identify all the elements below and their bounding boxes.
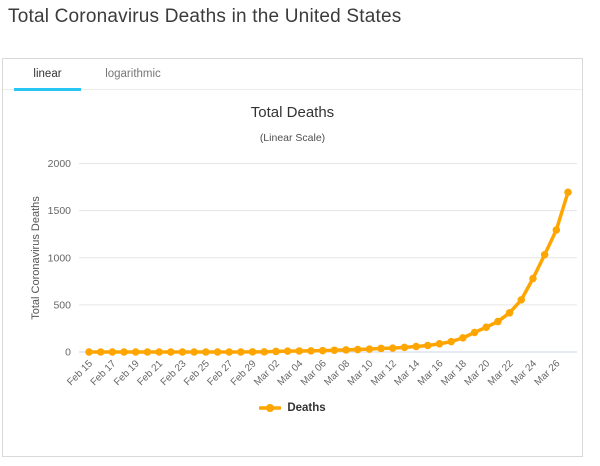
svg-text:1000: 1000 — [48, 252, 72, 264]
legend-series-label: Deaths — [287, 402, 326, 414]
tab-linear[interactable]: linear — [14, 59, 81, 91]
legend-series-marker-icon — [259, 404, 282, 412]
tab-logarithmic[interactable]: logarithmic — [105, 68, 161, 80]
scale-tabbar: linear logarithmic — [3, 59, 582, 91]
legend[interactable]: Deaths — [2, 402, 583, 414]
page-title: Total Coronavirus Deaths in the United S… — [8, 6, 402, 27]
svg-text:1500: 1500 — [48, 205, 72, 217]
svg-text:500: 500 — [53, 299, 71, 311]
y-axis-title: Total Coronavirus Deaths — [30, 196, 42, 320]
svg-text:Mar 26: Mar 26 — [533, 358, 563, 388]
chart-subtitle: (Linear Scale) — [259, 132, 326, 144]
chart-title: Total Deaths — [250, 104, 335, 121]
svg-text:2000: 2000 — [48, 158, 72, 170]
svg-text:0: 0 — [65, 347, 71, 359]
